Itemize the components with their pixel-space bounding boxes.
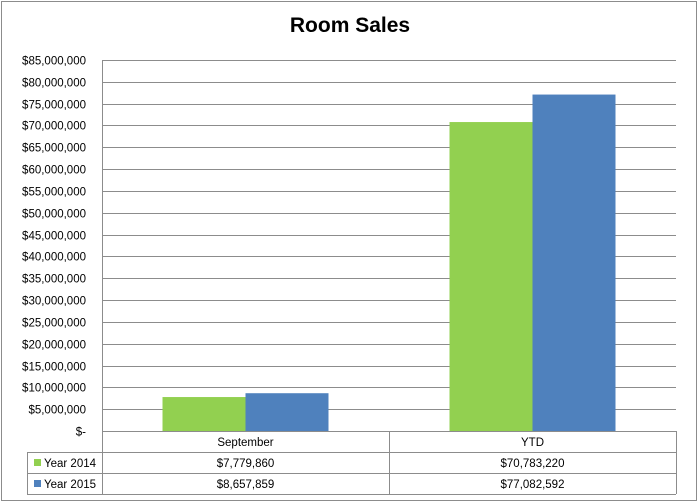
bar-year-2014-ytd	[449, 122, 533, 431]
y-tick-label: $85,000,000	[22, 56, 86, 68]
y-tick-label: $30,000,000	[22, 296, 86, 308]
y-tick-label: $35,000,000	[22, 274, 86, 286]
legend-label: Year 2014	[44, 458, 97, 470]
legend-key	[34, 459, 41, 466]
legend-label: Year 2015	[44, 479, 96, 491]
y-tick-label: $60,000,000	[22, 165, 86, 177]
y-tick-label: $80,000,000	[22, 78, 86, 90]
data-label: $70,783,220	[501, 458, 565, 470]
category-label: YTD	[521, 437, 544, 449]
data-label: $77,082,592	[501, 479, 565, 491]
data-label: $8,657,859	[217, 479, 275, 491]
y-tick-label: $75,000,000	[22, 100, 86, 112]
chart-title: Room Sales	[289, 14, 411, 37]
y-tick-label: $15,000,000	[22, 362, 86, 374]
y-tick-label: $10,000,000	[22, 383, 86, 395]
bar-year-2015-september	[245, 393, 329, 431]
y-tick-label: $40,000,000	[22, 252, 86, 264]
bars	[162, 94, 616, 431]
y-tick-label: $55,000,000	[22, 187, 86, 199]
y-tick-label: $70,000,000	[22, 121, 86, 133]
y-axis-tick-labels: $- $5,000,000 $10,000,000 $15,000,000 $20,00…	[22, 56, 86, 439]
y-tick-label: $25,000,000	[22, 318, 86, 330]
category-label: September	[217, 437, 273, 449]
y-tick-label: $5,000,000	[28, 405, 86, 417]
y-tick-label: $-	[76, 427, 86, 439]
y-tick-label: $45,000,000	[22, 231, 86, 243]
data-label: $7,779,860	[217, 458, 275, 470]
bar-year-2014-september	[162, 397, 246, 431]
legend-key	[34, 480, 41, 487]
data-table: September YTD Year 2014 $7,779,860 $70,783,2…	[27, 431, 677, 495]
bar-year-2015-ytd	[532, 94, 616, 431]
y-tick-label: $65,000,000	[22, 143, 86, 155]
y-tick-label: $20,000,000	[22, 340, 86, 352]
y-tick-label: $50,000,000	[22, 209, 86, 221]
